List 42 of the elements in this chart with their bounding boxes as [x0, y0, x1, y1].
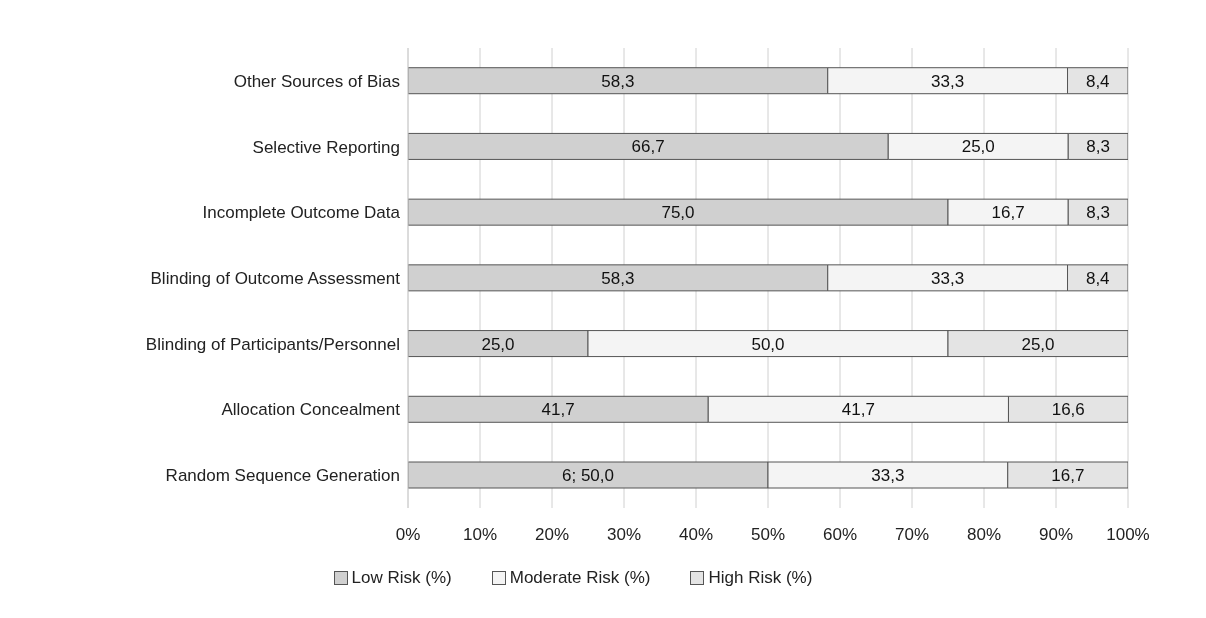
- x-tick-label: 0%: [395, 525, 421, 545]
- y-tick-label: Random Sequence Generation: [165, 466, 400, 486]
- y-tick-label: Incomplete Outcome Data: [202, 203, 401, 223]
- x-tick-label: 40%: [678, 525, 714, 545]
- data-label: 16,7: [1051, 466, 1085, 486]
- x-tick-label: 70%: [894, 525, 930, 545]
- data-label: 25,0: [1021, 334, 1055, 354]
- data-label: 66,7: [631, 137, 665, 157]
- data-label: 33,3: [931, 268, 965, 288]
- data-label: 16,6: [1051, 400, 1085, 420]
- data-label: 33,3: [871, 466, 905, 486]
- y-tick-label: Blinding of Participants/Personnel: [145, 334, 400, 354]
- x-tick-label: 20%: [534, 525, 570, 545]
- data-label: 8,3: [1086, 203, 1110, 223]
- data-label: 6; 50,0: [562, 466, 614, 486]
- legend-label: High Risk (%): [708, 568, 813, 588]
- legend-label: Moderate Risk (%): [509, 568, 651, 588]
- data-label: 8,4: [1085, 268, 1110, 288]
- y-tick-label: Allocation Concealment: [221, 400, 401, 420]
- data-label: 58,3: [601, 71, 635, 91]
- data-label: 8,3: [1086, 137, 1110, 157]
- x-tick-label: 100%: [1106, 525, 1150, 545]
- legend-label: Low Risk (%): [351, 568, 452, 588]
- data-label: 75,0: [661, 203, 695, 223]
- data-label: 41,7: [541, 400, 575, 420]
- y-tick-label: Other Sources of Bias: [233, 71, 400, 91]
- x-tick-label: 30%: [606, 525, 642, 545]
- data-label: 41,7: [841, 400, 875, 420]
- data-label: 25,0: [481, 334, 515, 354]
- data-label: 25,0: [961, 137, 995, 157]
- data-label: 50,0: [751, 334, 785, 354]
- y-tick-label: Selective Reporting: [252, 137, 400, 157]
- data-label: 8,4: [1085, 71, 1110, 91]
- x-tick-label: 50%: [750, 525, 786, 545]
- data-label: 16,7: [991, 203, 1025, 223]
- y-tick-label: Blinding of Outcome Assessment: [150, 269, 401, 289]
- data-label: 33,3: [931, 71, 965, 91]
- data-label: 58,3: [601, 268, 635, 288]
- x-tick-label: 60%: [822, 525, 858, 545]
- x-tick-label: 90%: [1038, 525, 1074, 545]
- x-tick-label: 80%: [966, 525, 1002, 545]
- x-tick-label: 10%: [462, 525, 498, 545]
